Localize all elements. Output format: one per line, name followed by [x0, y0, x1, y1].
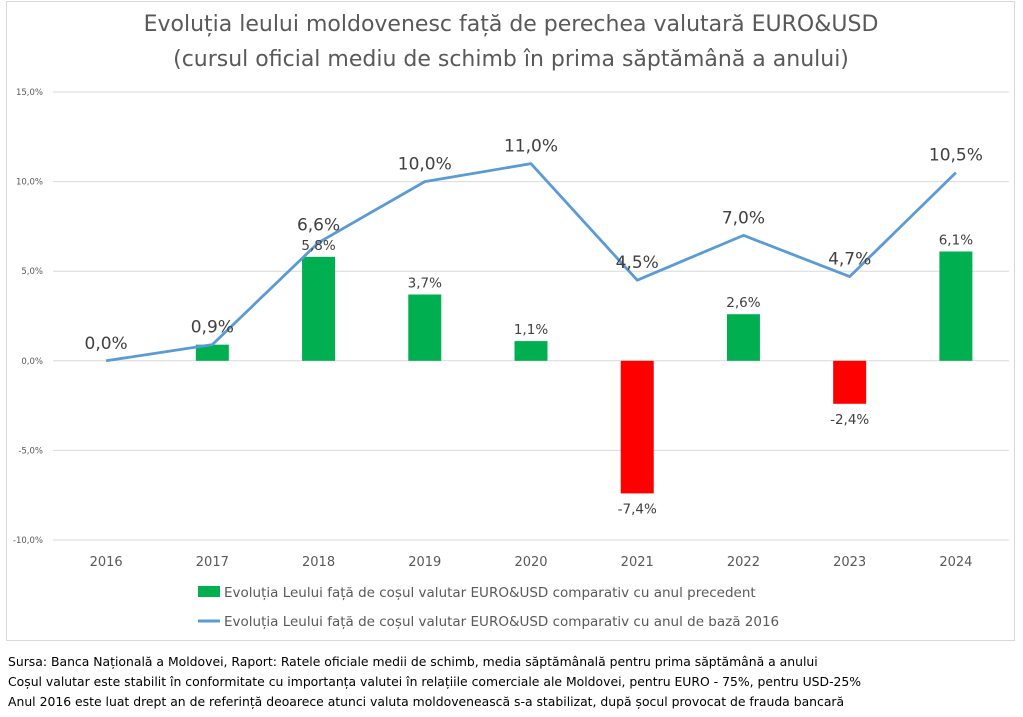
- legend: Evoluția Leului față de coșul valutar EU…: [198, 585, 779, 630]
- legend-item-bar[interactable]: Evoluția Leului față de coșul valutar EU…: [198, 585, 756, 601]
- y-tick-label: 5,0%: [21, 267, 43, 277]
- chart-subtitle: (cursul oficial mediu de schimb în prima…: [173, 47, 849, 72]
- line-data-label: 0,0%: [85, 334, 128, 354]
- source-note-line: Sursa: Banca Națională a Moldovei, Rapor…: [8, 654, 818, 669]
- x-tick-label: 2023: [833, 555, 866, 570]
- line-data-label: 0,9%: [191, 318, 234, 338]
- line-data-label: 10,0%: [398, 155, 452, 175]
- x-tick-label: 2022: [727, 555, 760, 570]
- bar-data-label: -2,4%: [830, 412, 869, 428]
- bar-data-label: 2,6%: [726, 295, 760, 311]
- bar-2023[interactable]: [833, 360, 867, 404]
- chart: Evoluția leului moldovenesc față de pere…: [13, 12, 1009, 630]
- data-labels: 5,8% 3,7% 1,1% -7,4% 2,6% -2,4% 6,1% 0,0% 0,9% 6,…: [85, 137, 983, 518]
- bar-2020[interactable]: [514, 341, 548, 361]
- chart-frame: [6, 1, 1015, 641]
- bar-series: [195, 251, 973, 494]
- source-notes: Sursa: Banca Națională a Moldovei, Rapor…: [8, 652, 1018, 712]
- line-series: [105, 162, 957, 363]
- y-tick-label: 10,0%: [16, 178, 43, 188]
- bar-data-label: 1,1%: [514, 322, 548, 338]
- legend-item-line[interactable]: Evoluția Leului față de coșul valutar EU…: [198, 614, 779, 630]
- source-note-line: Coșul valutar este stabilit în conformit…: [8, 674, 862, 689]
- line-data-label: 6,6%: [297, 216, 340, 236]
- line-data-label: 11,0%: [504, 137, 558, 157]
- x-tick-label: 2021: [621, 555, 654, 570]
- y-tick-label: -5,0%: [18, 446, 43, 456]
- line-data-label: 7,0%: [722, 208, 765, 228]
- chart-title: Evoluția leului moldovenesc față de pere…: [144, 12, 879, 72]
- bar-2017[interactable]: [195, 344, 229, 361]
- bar-data-label: 5,8%: [301, 238, 335, 254]
- x-tick-label: 2019: [408, 555, 441, 570]
- bar-2018[interactable]: [302, 256, 336, 361]
- line-data-label: 10,5%: [929, 146, 983, 166]
- y-tick-label: -10,0%: [13, 536, 43, 546]
- chart-title-line-1: Evoluția leului moldovenesc față de pere…: [144, 12, 879, 37]
- x-tick-label: 2020: [514, 555, 547, 570]
- x-tick-label: 2016: [90, 555, 123, 570]
- bar-2022[interactable]: [726, 314, 760, 361]
- y-tick-label: 15,0%: [16, 88, 43, 98]
- x-tick-label: 2018: [302, 555, 335, 570]
- line-data-label: 4,7%: [828, 250, 871, 270]
- x-tick-label: 2024: [939, 555, 972, 570]
- bar-2019[interactable]: [408, 294, 442, 361]
- bar-data-label: 6,1%: [939, 232, 973, 248]
- gridlines: [53, 91, 1009, 541]
- line-data-label: 4,5%: [616, 253, 659, 273]
- bar-2021[interactable]: [620, 360, 654, 494]
- bar-data-label: -7,4%: [618, 501, 657, 517]
- bar-data-label: 3,7%: [408, 275, 442, 291]
- x-tick-label: 2017: [196, 555, 229, 570]
- legend-line-label: Evoluția Leului față de coșul valutar EU…: [224, 614, 779, 630]
- source-note-line: Anul 2016 este luat drept an de referinț…: [8, 694, 845, 709]
- bar-2024[interactable]: [939, 251, 973, 361]
- legend-bar-swatch: [198, 586, 220, 597]
- y-axis-tick-labels: 15,0% 10,0% 5,0% 0,0% -5,0% -10,0%: [13, 88, 43, 546]
- legend-bar-label: Evoluția Leului față de coșul valutar EU…: [224, 585, 756, 601]
- x-axis-tick-labels: 2016 2017 2018 2019 2020 2021 2022 2023 2024: [90, 555, 973, 570]
- y-tick-label: 0,0%: [21, 357, 43, 367]
